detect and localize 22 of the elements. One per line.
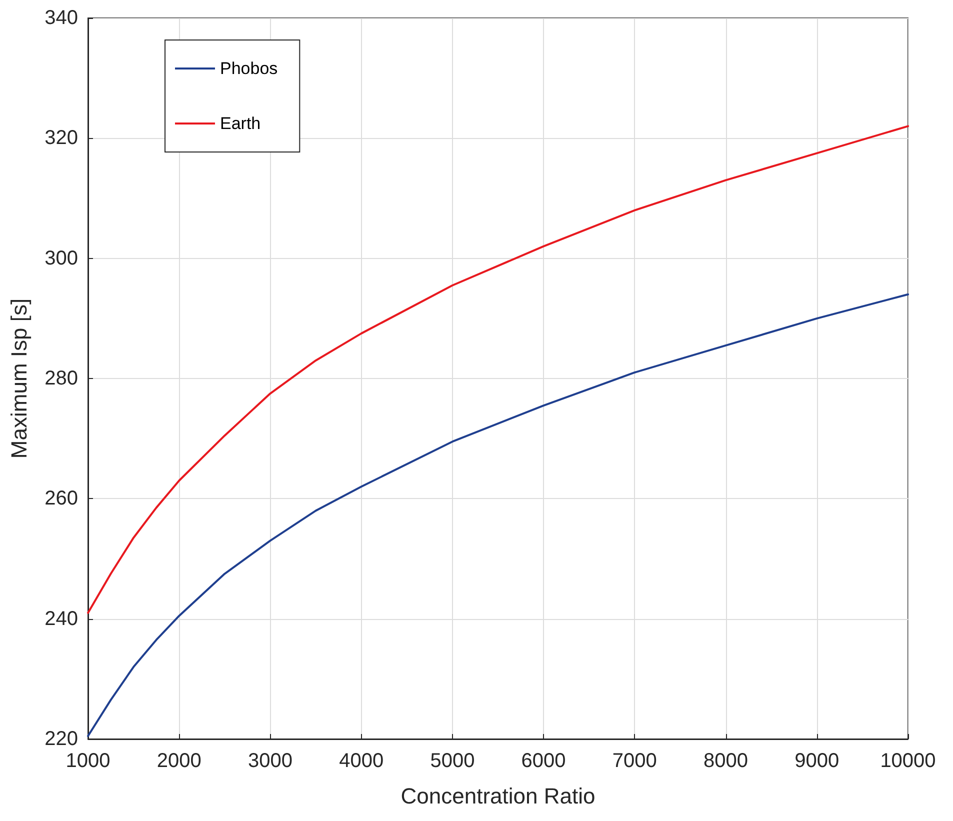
y-tick-label: 240 (44, 608, 78, 630)
x-tick-label: 9000 (794, 750, 840, 772)
y-tick-label: 340 (44, 7, 78, 29)
x-tick-label: 7000 (612, 750, 657, 772)
y-tick-label: 280 (44, 368, 78, 390)
x-axis-title: Concentration Ratio (400, 784, 596, 808)
x-tick-label: 4000 (339, 750, 384, 772)
y-axis-title: Maximum Isp [s] (6, 298, 32, 459)
y-tick-label: 260 (44, 488, 78, 510)
legend-label: Phobos (220, 59, 278, 78)
x-tick-label: 5000 (430, 750, 475, 772)
y-tick-label: 320 (44, 127, 78, 150)
x-tick-label: 1000 (66, 750, 110, 772)
y-tick-label: 300 (44, 247, 78, 270)
y-tick-label: 220 (44, 728, 78, 750)
x-tick-label: 10000 (880, 750, 936, 772)
x-tick-label: 8000 (704, 750, 748, 772)
x-tick-label: 6000 (521, 750, 566, 772)
line-series (87, 293, 909, 737)
legend-label: Earth (220, 114, 261, 133)
x-tick-label: 2000 (156, 750, 202, 772)
x-tick-label: 3000 (248, 750, 292, 772)
